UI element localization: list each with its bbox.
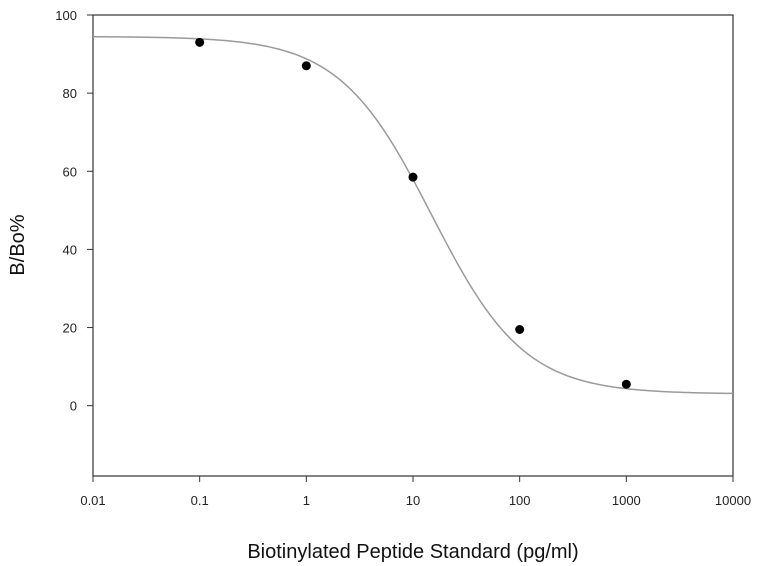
y-tick-label: 100 [55, 8, 77, 23]
data-point [195, 37, 205, 47]
x-tick-label: 1000 [612, 493, 641, 508]
y-axis-title: B/Bo% [7, 214, 29, 275]
y-tick-label: 0 [70, 399, 77, 414]
x-tick-label: 0.1 [191, 493, 209, 508]
x-axis-title: Biotinylated Peptide Standard (pg/ml) [247, 541, 578, 563]
x-tick-label: 1 [303, 493, 310, 508]
x-axis-ticks: 0.01 0.1 1 10 100 1000 10000 [80, 476, 751, 508]
data-point [408, 172, 418, 182]
y-axis-ticks: 0 20 40 60 80 100 [55, 8, 93, 414]
data-points [195, 37, 631, 389]
data-point [301, 61, 311, 71]
y-tick-label: 80 [63, 86, 77, 101]
data-point [621, 379, 631, 389]
y-tick-label: 60 [63, 164, 77, 179]
y-tick-label: 40 [63, 242, 77, 257]
x-tick-label: 10 [406, 493, 420, 508]
x-tick-label: 0.01 [80, 493, 105, 508]
plot-frame [92, 14, 734, 477]
data-point [515, 324, 525, 334]
fit-curve [92, 35, 734, 395]
x-tick-label: 100 [509, 493, 531, 508]
x-tick-label: 10000 [715, 493, 751, 508]
y-tick-label: 20 [63, 321, 77, 336]
